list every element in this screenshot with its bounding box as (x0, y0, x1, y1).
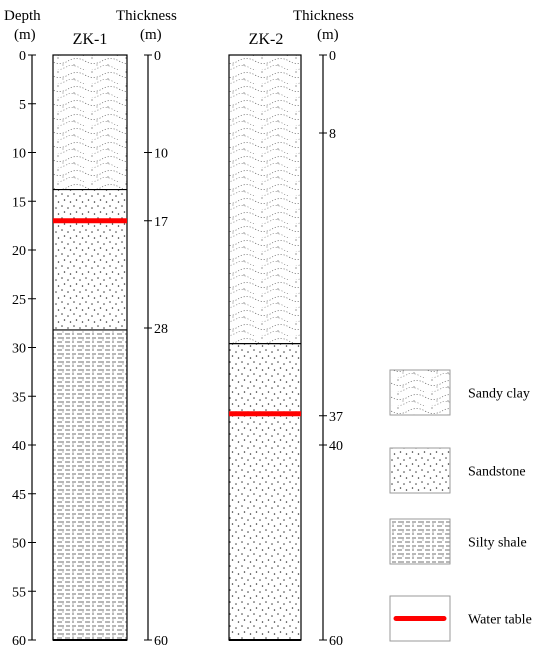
depth-axis: 0 5 10 15 20 25 30 35 40 45 50 55 60 (12, 49, 36, 649)
legend-swatch-sandstone (389, 447, 451, 494)
thickness-tick-label: 17 (154, 215, 168, 230)
legend-swatch-silty-shale (389, 518, 451, 565)
legend-label: Water table (468, 613, 532, 628)
depth-tick-label: 10 (12, 147, 26, 162)
legend-label: Sandy clay (468, 387, 530, 402)
borehole-zk1 (52, 54, 128, 641)
thickness-tick-label: 60 (154, 634, 168, 649)
thickness-tick-label: 60 (329, 634, 343, 649)
thickness-tick-label: 0 (329, 49, 336, 64)
depth-tick-label: 5 (19, 98, 26, 113)
borehole-name-zk1: ZK-1 (73, 31, 108, 48)
thickness-tick-label: 8 (329, 127, 336, 142)
legend-label: Sandstone (468, 465, 526, 480)
depth-tick-label: 45 (12, 488, 26, 503)
depth-tick-label: 15 (12, 195, 26, 210)
depth-tick-label: 30 (12, 342, 26, 357)
depth-tick-label: 60 (12, 634, 26, 649)
layer-silty-shale (53, 329, 127, 640)
layer-sandy-clay (53, 55, 127, 190)
depth-tick-label: 40 (12, 439, 26, 454)
layer-sandstone (53, 189, 127, 330)
depth-tick-label: 20 (12, 244, 26, 259)
thickness-title-zk1: Thickness (116, 8, 177, 24)
layer-sandstone (229, 343, 301, 640)
legend-label: Silty shale (468, 536, 527, 551)
thickness-scale-zk2: 0 8 37 40 60 (319, 49, 343, 649)
depth-tick-label: 35 (12, 390, 26, 405)
layer-sandy-clay (229, 55, 301, 344)
thickness-tick-label: 28 (154, 322, 168, 337)
depth-tick-label: 25 (12, 293, 26, 308)
legend: Sandy clay Sandstone Silty shale Water tabl… (389, 369, 532, 642)
depth-tick-label: 0 (19, 49, 26, 64)
thickness-unit-zk2: (m) (317, 27, 339, 43)
depth-axis-unit: (m) (14, 27, 36, 43)
thickness-tick-label: 40 (329, 439, 343, 454)
thickness-tick-label: 10 (154, 147, 168, 162)
thickness-tick-label: 37 (329, 410, 343, 425)
thickness-scale-zk1: 0 10 17 28 60 (144, 49, 168, 649)
borehole-name-zk2: ZK-2 (249, 31, 284, 48)
legend-swatch-sandy-clay (389, 369, 451, 416)
thickness-unit-zk1: (m) (140, 27, 162, 43)
depth-axis-title: Depth (4, 8, 41, 24)
borehole-zk2 (228, 54, 302, 641)
thickness-title-zk2: Thickness (293, 8, 354, 24)
depth-tick-label: 50 (12, 537, 26, 552)
thickness-tick-label: 0 (154, 49, 161, 64)
depth-tick-label: 55 (12, 585, 26, 600)
